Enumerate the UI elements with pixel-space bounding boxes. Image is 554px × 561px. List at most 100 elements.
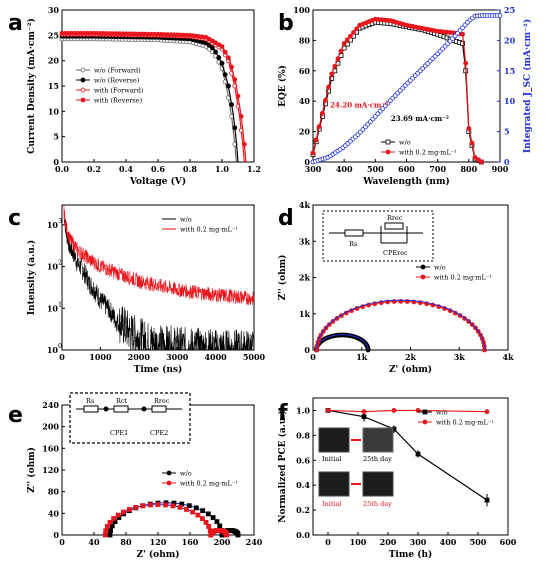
x-tick-label-e: 200 <box>214 537 231 547</box>
y-tick-label-e: 120 <box>42 465 59 475</box>
data-point-b <box>460 41 466 46</box>
data-point-e <box>177 504 183 510</box>
data-point-b <box>323 97 328 103</box>
data-point-b <box>335 56 341 62</box>
data-point-e <box>163 502 168 508</box>
data-point-f <box>361 414 367 420</box>
legend-label-a1: w/o (Reverse) <box>94 77 140 85</box>
x-tick-label-a: 0.0 <box>55 164 69 174</box>
data-point-b <box>338 48 344 54</box>
data-point-e <box>214 519 220 525</box>
fit-line-d <box>316 299 486 351</box>
data-point-e <box>107 519 113 525</box>
x-axis-title-b: Wavelength (nm) <box>362 176 450 187</box>
data-point-e <box>133 504 139 510</box>
legend-marker-d0 <box>420 264 426 270</box>
data-point-b <box>463 60 469 66</box>
data-point-e <box>200 508 206 514</box>
data-point-e <box>190 509 195 515</box>
data-point-e <box>205 511 211 517</box>
data-point-b <box>475 157 481 163</box>
data-point-f <box>415 451 421 457</box>
data-point-a <box>235 93 241 99</box>
data-point-b <box>466 126 472 131</box>
legend-label-d1: with 0.2 mg·mL⁻¹ <box>434 274 492 282</box>
device-photo-initial-wo <box>318 427 350 453</box>
x-tick-label-a: 0.6 <box>151 164 165 174</box>
x-tick-label-b: 900 <box>492 164 509 174</box>
device-photo-25th-wo <box>362 427 394 453</box>
data-point-a <box>213 49 219 55</box>
y-tick-label-a: 5 <box>53 132 59 142</box>
circuit-node-e <box>141 406 147 412</box>
circuit-label-rct-e: Rct <box>116 397 128 405</box>
data-point-e <box>210 515 216 520</box>
circuit-inset-e <box>69 392 191 444</box>
data-point-b <box>472 155 478 160</box>
data-point-b <box>332 63 338 69</box>
data-point-b <box>347 33 353 39</box>
data-point-a <box>206 42 212 48</box>
y-tick-exp-c: 3 <box>58 217 62 225</box>
y-axis-title-f: Normalized PCE (a.u.) <box>277 410 288 523</box>
data-point-e <box>195 512 201 518</box>
x-axis-title-c: Time (ns) <box>134 364 183 375</box>
data-point-a <box>225 83 231 89</box>
legend-label-e1: with 0.2 mg·mL⁻¹ <box>180 480 238 488</box>
x-tick-label-f: 500 <box>470 537 487 547</box>
x-tick-label-c: 5000 <box>243 352 266 362</box>
legend-label-d0: w/o <box>434 264 446 272</box>
legend-marker-f1 <box>422 419 428 425</box>
legend-label-b1: with 0.2 mg·mL⁻¹ <box>399 149 457 157</box>
y-tick-label-d: 3k <box>299 236 311 246</box>
series-line-a <box>62 32 247 163</box>
y-right-tick-label-b: 20 <box>504 35 516 45</box>
data-point-e <box>155 502 161 508</box>
x-tick-label-f: 100 <box>350 537 367 547</box>
data-point-e <box>102 532 108 538</box>
circuit-label-cpe-d: CPErec <box>383 249 408 257</box>
data-point-a <box>209 45 215 51</box>
x-axis-title-d: Z' (ohm) <box>389 364 432 375</box>
data-point-e <box>140 503 146 509</box>
legend-label-a3: with (Reverse) <box>94 97 143 105</box>
panel-label-d: d <box>278 206 294 231</box>
photo-label-initial-wo: Initial <box>322 455 341 463</box>
legend-marker-f0 <box>422 409 428 415</box>
circuit-label-rs-d: Rs <box>349 240 357 248</box>
series-line-a <box>62 35 239 163</box>
resistor-rs-e <box>83 405 99 413</box>
data-point-b <box>344 37 350 43</box>
y-tick-label-f: 0.6 <box>296 455 310 465</box>
y-tick-label-a: 25 <box>48 30 59 40</box>
legend-label-c0: w/o <box>180 216 192 224</box>
data-point-b <box>313 137 319 143</box>
x-axis-title-e: Z' (ohm) <box>136 549 179 560</box>
x-tick-label-f: 0 <box>325 537 331 547</box>
y-tick-label-e: 160 <box>42 443 59 453</box>
x-tick-label-a: 1.0 <box>215 164 229 174</box>
y-tick-label-f: 0.8 <box>296 430 310 440</box>
fit-line-e <box>109 502 223 536</box>
y-right-tick-label-b: 10 <box>504 96 516 106</box>
x-tick-label-b: 600 <box>398 164 415 174</box>
y-tick-label-f: 1.0 <box>296 405 310 415</box>
panel-label-f: f <box>278 401 288 426</box>
legend-marker-e0 <box>166 470 172 476</box>
x-tick-label-a: 0.8 <box>183 164 197 174</box>
photo-label-25th-wo: 25th day <box>363 455 392 463</box>
data-point-a <box>241 141 247 147</box>
data-point-b <box>478 159 484 165</box>
y-tick-label-a: 0 <box>53 157 59 167</box>
y-tick-label-b: 40 <box>299 96 311 106</box>
y-tick-label-b: 60 <box>299 66 311 76</box>
y-tick-label-a: 10 <box>48 106 60 116</box>
legend-label-b0: w/o <box>399 139 411 147</box>
data-point-e <box>103 528 109 534</box>
data-point-e <box>224 532 230 538</box>
data-point-b <box>354 26 360 32</box>
x-tick-label-c: 0 <box>59 352 65 362</box>
y-tick-label-a: 30 <box>48 5 60 15</box>
data-point-e <box>107 532 113 538</box>
data-point-b <box>316 124 322 129</box>
